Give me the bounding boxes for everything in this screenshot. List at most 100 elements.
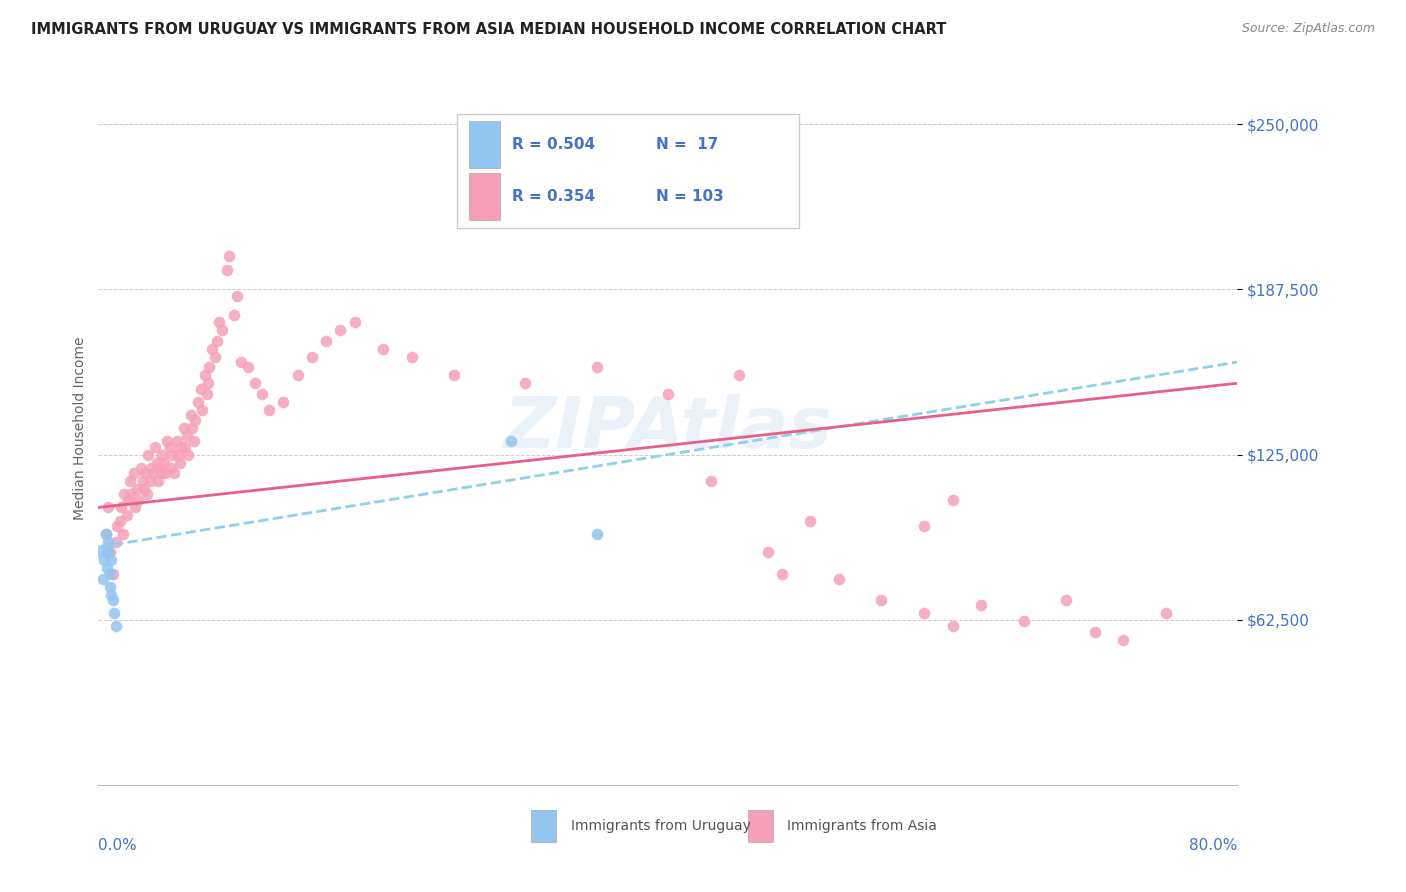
- Point: [129, 460, 152, 475]
- Point: [287, 368, 309, 383]
- Point: [149, 460, 172, 475]
- Point: [218, 249, 240, 263]
- Point: [585, 527, 607, 541]
- Point: [111, 527, 134, 541]
- Point: [167, 448, 190, 462]
- Point: [204, 350, 226, 364]
- Point: [97, 534, 120, 549]
- Point: [145, 440, 167, 454]
- Point: [100, 588, 122, 602]
- Point: [970, 599, 993, 613]
- Point: [315, 334, 337, 348]
- Point: [912, 519, 935, 533]
- Point: [201, 342, 224, 356]
- Point: [155, 466, 177, 480]
- Point: [150, 466, 173, 480]
- Point: [100, 553, 122, 567]
- Point: [127, 492, 149, 507]
- Point: [657, 386, 679, 401]
- Point: [98, 566, 121, 581]
- Point: [373, 342, 395, 356]
- Point: [94, 527, 117, 541]
- Text: Source: ZipAtlas.com: Source: ZipAtlas.com: [1241, 22, 1375, 36]
- Point: [756, 545, 779, 559]
- Point: [98, 580, 121, 594]
- Point: [160, 460, 183, 475]
- Text: 0.0%: 0.0%: [98, 838, 138, 854]
- Point: [97, 500, 120, 515]
- Text: R = 0.504: R = 0.504: [512, 136, 595, 152]
- Point: [170, 440, 193, 454]
- Point: [122, 466, 145, 480]
- Point: [131, 474, 153, 488]
- Point: [141, 466, 163, 480]
- Point: [153, 456, 176, 470]
- Point: [828, 572, 851, 586]
- Point: [1154, 606, 1177, 620]
- Point: [329, 323, 352, 337]
- Point: [103, 606, 125, 620]
- Point: [105, 519, 128, 533]
- Point: [124, 500, 146, 515]
- Point: [152, 448, 174, 462]
- Point: [1084, 624, 1107, 639]
- Text: Immigrants from Asia: Immigrants from Asia: [787, 819, 938, 832]
- Point: [101, 593, 124, 607]
- Point: [104, 619, 127, 633]
- Point: [243, 376, 266, 391]
- Point: [515, 376, 537, 391]
- Point: [190, 382, 212, 396]
- Point: [90, 545, 112, 559]
- Point: [222, 308, 245, 322]
- Point: [108, 514, 131, 528]
- Point: [162, 448, 184, 462]
- Point: [215, 262, 238, 277]
- Y-axis label: Median Household Income: Median Household Income: [73, 336, 87, 520]
- Point: [343, 315, 366, 329]
- Point: [770, 566, 793, 581]
- Point: [110, 500, 132, 515]
- Point: [183, 434, 205, 449]
- Point: [117, 492, 139, 507]
- Point: [799, 514, 821, 528]
- Point: [1112, 632, 1135, 647]
- Text: ZIPAtlas: ZIPAtlas: [503, 393, 832, 463]
- Point: [174, 440, 197, 454]
- Point: [187, 394, 209, 409]
- Point: [139, 460, 162, 475]
- Point: [912, 606, 935, 620]
- Point: [97, 545, 120, 559]
- Point: [1012, 614, 1035, 628]
- Point: [443, 368, 465, 383]
- FancyBboxPatch shape: [748, 810, 773, 842]
- Point: [401, 350, 423, 364]
- Point: [93, 553, 115, 567]
- Point: [148, 474, 170, 488]
- Point: [208, 315, 231, 329]
- Point: [176, 429, 198, 443]
- FancyBboxPatch shape: [468, 173, 501, 219]
- Point: [942, 492, 965, 507]
- Point: [156, 434, 179, 449]
- Point: [301, 350, 323, 364]
- Point: [96, 540, 118, 554]
- Point: [585, 360, 607, 375]
- Text: Immigrants from Uruguay: Immigrants from Uruguay: [571, 819, 751, 832]
- Point: [104, 534, 127, 549]
- Point: [194, 368, 217, 383]
- Point: [728, 368, 751, 383]
- Point: [236, 360, 259, 375]
- Point: [101, 566, 124, 581]
- FancyBboxPatch shape: [468, 121, 501, 168]
- Point: [159, 440, 181, 454]
- Point: [177, 448, 200, 462]
- Point: [166, 434, 188, 449]
- Point: [870, 593, 893, 607]
- Point: [173, 421, 195, 435]
- Point: [197, 376, 219, 391]
- Point: [169, 456, 191, 470]
- Point: [685, 157, 707, 171]
- Point: [118, 474, 141, 488]
- Point: [205, 334, 228, 348]
- Point: [135, 487, 157, 501]
